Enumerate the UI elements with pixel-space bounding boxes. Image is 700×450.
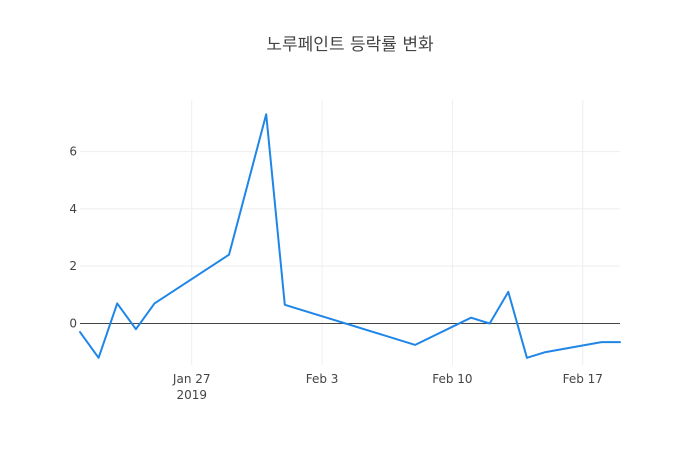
x-tick-label: Feb 3 (306, 372, 339, 386)
series-line (79, 113, 621, 359)
series-layer (79, 113, 621, 359)
x-tick-label: Jan 27 (172, 372, 211, 386)
y-tick-label: 6 (69, 145, 77, 159)
y-tick-label: 2 (69, 259, 77, 273)
chart-title: 노루페인트 등락률 변화 (266, 35, 434, 55)
axes: Jan 27 2019 Feb 3 Feb 10 Feb 17 0 2 4 6 (69, 145, 603, 402)
x-tick-label: Feb 10 (432, 372, 472, 386)
y-tick-label: 4 (69, 202, 77, 216)
x-tick-label: Feb 17 (563, 372, 603, 386)
grid-lines (80, 100, 620, 365)
x-tick-sublabel: 2019 (176, 388, 207, 402)
y-tick-label: 0 (69, 316, 77, 330)
